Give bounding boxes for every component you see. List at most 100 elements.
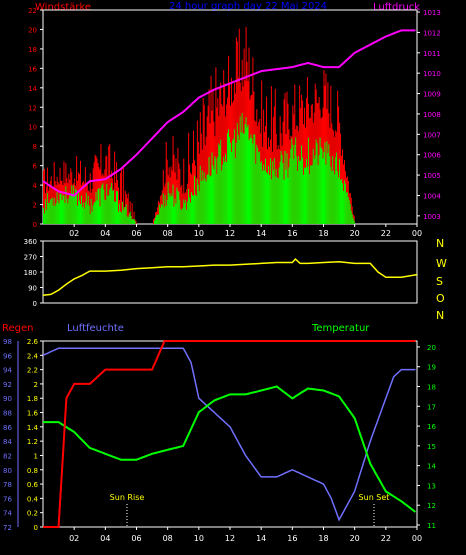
chart1-bars bbox=[43, 26, 355, 225]
wind-bar bbox=[82, 202, 84, 224]
wind-bar bbox=[163, 207, 165, 224]
rain-tick-label: 1.8 bbox=[27, 395, 38, 403]
wind-bar bbox=[84, 201, 86, 224]
chart1-left-tick-label: 14 bbox=[28, 85, 37, 93]
chart1-right-tick-label: 1004 bbox=[423, 192, 441, 200]
wind-bar bbox=[305, 159, 307, 224]
wind-bar bbox=[44, 199, 46, 224]
gust-bar bbox=[212, 89, 214, 224]
wind-bar bbox=[123, 207, 125, 224]
wind-bar bbox=[335, 157, 337, 224]
wind-bar bbox=[336, 152, 338, 224]
gust-bar bbox=[135, 220, 137, 224]
wind-bar bbox=[179, 199, 181, 224]
wind-bar bbox=[112, 190, 114, 224]
wind-bar bbox=[193, 175, 195, 224]
humidity-tick-label: 74 bbox=[3, 510, 12, 518]
wind-bar bbox=[338, 177, 340, 224]
wind-bar bbox=[205, 181, 207, 224]
gust-bar bbox=[114, 151, 116, 224]
gust-bar bbox=[43, 168, 45, 224]
gust-bar bbox=[203, 104, 205, 224]
wind-bar bbox=[129, 211, 131, 224]
gust-bar bbox=[126, 198, 128, 224]
wind-bar bbox=[300, 160, 302, 224]
wind-bar bbox=[269, 158, 271, 224]
chart3-x-tick-label: 08 bbox=[163, 534, 173, 543]
wind-bar bbox=[43, 207, 44, 224]
wind-bar bbox=[111, 182, 113, 224]
wind-bar bbox=[175, 203, 177, 224]
chart1-x-tick-label: 06 bbox=[131, 229, 141, 238]
wind-bar bbox=[332, 155, 334, 224]
gust-bar bbox=[207, 105, 209, 224]
wind-bar bbox=[329, 156, 331, 224]
humidity-tick-label: 92 bbox=[3, 381, 12, 389]
wind-bar bbox=[81, 207, 83, 224]
gust-bar bbox=[196, 120, 198, 224]
wind-bar bbox=[220, 139, 222, 224]
gust-bar bbox=[83, 183, 85, 224]
wind-bar bbox=[124, 207, 126, 224]
wind-bar bbox=[90, 199, 92, 224]
gust-bar bbox=[117, 187, 119, 224]
gust-bar bbox=[314, 83, 316, 224]
temp-tick-label: 20 bbox=[427, 344, 436, 352]
wind-bar bbox=[278, 167, 280, 224]
wind-bar bbox=[176, 187, 178, 224]
wind-bar bbox=[94, 201, 96, 224]
chart1-x-tick-label: 16 bbox=[287, 229, 297, 238]
wind-bar bbox=[57, 200, 59, 224]
gust-bar bbox=[337, 90, 339, 225]
gust-bar bbox=[76, 156, 78, 224]
wind-bar bbox=[183, 199, 185, 224]
gust-bar bbox=[215, 67, 217, 224]
wind-bar bbox=[196, 179, 198, 224]
wind-bar bbox=[75, 188, 77, 224]
humidity-tick-label: 94 bbox=[3, 367, 12, 375]
temp-tick-label: 15 bbox=[427, 443, 436, 451]
wind-bar bbox=[285, 169, 287, 224]
wind-bar bbox=[301, 145, 303, 224]
humidity-tick-label: 90 bbox=[3, 395, 12, 403]
wind-bar bbox=[128, 214, 130, 224]
wind-bar bbox=[93, 202, 95, 224]
wind-bar bbox=[46, 192, 48, 224]
wind-bar bbox=[197, 184, 199, 224]
humidity-tick-label: 96 bbox=[3, 352, 12, 360]
gust-bar bbox=[96, 158, 98, 224]
wind-bar bbox=[172, 184, 174, 224]
wind-bar bbox=[244, 124, 246, 224]
wind-bar bbox=[348, 200, 350, 224]
wind-bar bbox=[290, 148, 292, 224]
gust-bar bbox=[173, 154, 175, 224]
chart2-ticks: 0 90 180 270 360 bbox=[24, 238, 43, 308]
sunset-label: Sun Set bbox=[359, 493, 390, 502]
chart3-x-tick-label: 02 bbox=[69, 534, 79, 543]
wind-bar bbox=[105, 200, 107, 224]
wind-bar bbox=[99, 206, 101, 224]
gust-bar bbox=[165, 142, 167, 224]
rain-tick-label: 1.2 bbox=[27, 438, 38, 446]
wind-bar bbox=[207, 174, 209, 224]
wind-bar bbox=[310, 165, 312, 224]
gust-bar bbox=[192, 130, 194, 224]
wind-bar bbox=[324, 142, 326, 224]
wind-bar bbox=[272, 170, 274, 224]
gust-bar bbox=[133, 211, 135, 224]
wind-bar bbox=[191, 192, 193, 224]
wind-bar bbox=[298, 155, 300, 224]
wind-bar bbox=[343, 180, 345, 224]
chart3-x-tick-label: 20 bbox=[350, 534, 360, 543]
wind-bar bbox=[334, 174, 336, 224]
wind-bar bbox=[104, 199, 106, 224]
gust-bar bbox=[99, 169, 101, 224]
gust-bar bbox=[131, 203, 133, 224]
wind-bar bbox=[316, 143, 318, 224]
gust-bar bbox=[283, 99, 285, 224]
gust-bar bbox=[287, 103, 289, 224]
wind-bar bbox=[221, 170, 223, 224]
chart1-x-tick-label: 10 bbox=[194, 229, 204, 238]
gust-bar bbox=[304, 107, 306, 224]
wind-bar bbox=[71, 185, 73, 224]
